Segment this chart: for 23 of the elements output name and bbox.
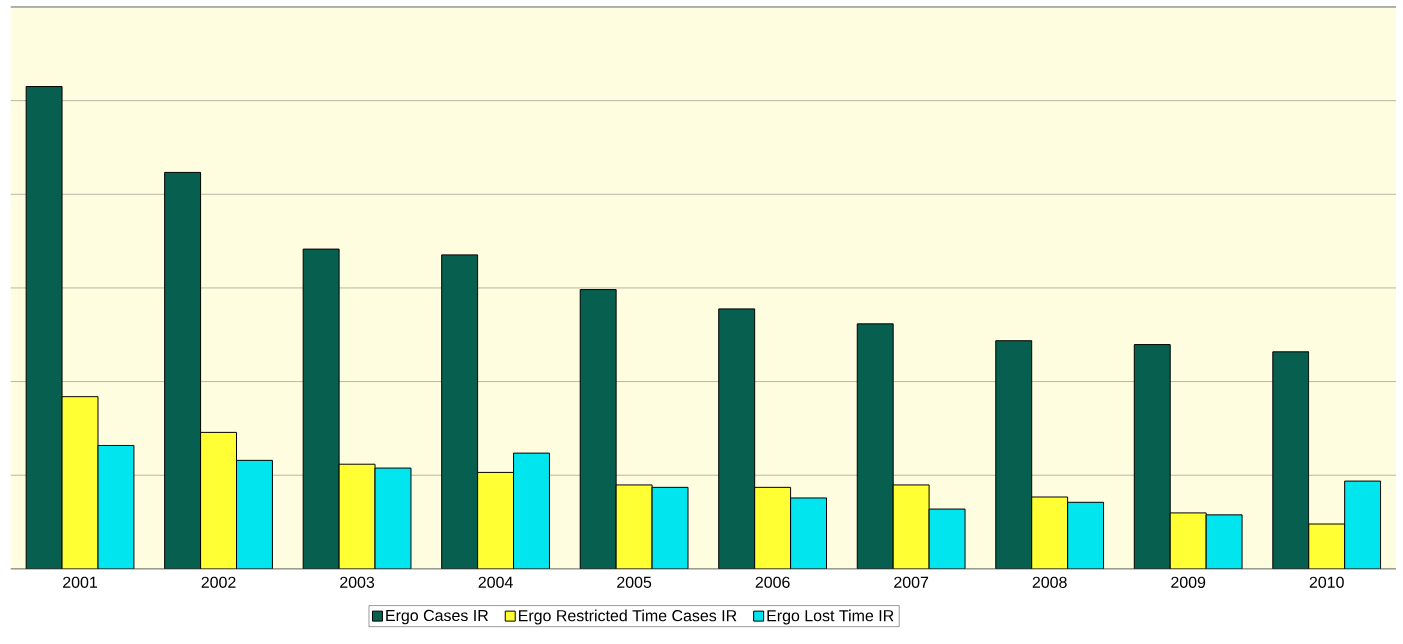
bar xyxy=(856,323,894,570)
bar xyxy=(164,172,202,570)
bar xyxy=(718,308,756,570)
x-tick-label: 2004 xyxy=(478,576,513,589)
legend-label: Ergo Restricted Time Cases IR xyxy=(519,609,737,625)
legend-label: Ergo Cases IR xyxy=(386,609,489,625)
bar xyxy=(25,86,63,570)
x-tick-label: 2009 xyxy=(1171,576,1206,589)
bar xyxy=(302,248,340,570)
x-tick-label: 2003 xyxy=(340,576,375,589)
x-tick-label: 2010 xyxy=(1309,576,1344,589)
x-tick-label: 2006 xyxy=(755,576,790,589)
bar xyxy=(579,289,617,570)
x-tick-label: 2001 xyxy=(63,576,97,589)
bar xyxy=(1272,351,1310,570)
bar xyxy=(441,254,479,570)
x-tick-label: 2002 xyxy=(201,576,236,589)
x-tick-label: 2005 xyxy=(617,576,652,589)
x-tick-label: 2008 xyxy=(1032,576,1067,589)
bar xyxy=(995,340,1033,570)
bar xyxy=(1133,344,1171,570)
legend-label: Ergo Lost Time IR xyxy=(767,609,894,625)
x-tick-label: 2007 xyxy=(894,576,929,589)
